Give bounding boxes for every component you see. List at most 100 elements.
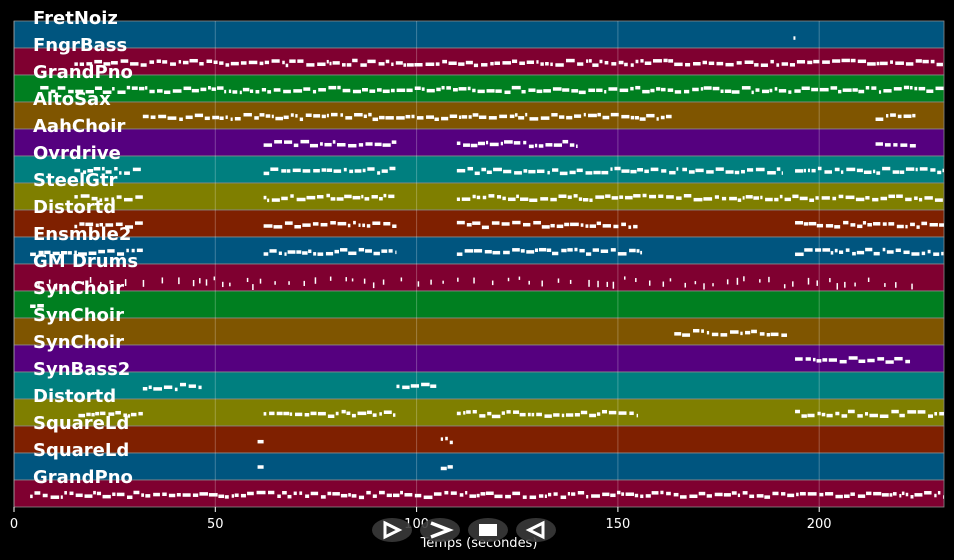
- forward-button[interactable]: [420, 518, 460, 542]
- track-label: GrandPno: [33, 467, 133, 488]
- note: [731, 491, 737, 495]
- note: [857, 494, 866, 498]
- note: [676, 167, 679, 171]
- note: [213, 60, 218, 65]
- note: [662, 281, 665, 287]
- track-lane: [13, 398, 945, 427]
- note: [776, 167, 781, 171]
- note: [185, 115, 193, 120]
- note: [743, 276, 745, 282]
- note: [792, 194, 799, 199]
- note: [812, 357, 816, 362]
- note: [240, 493, 246, 498]
- note: [770, 332, 779, 337]
- note: [512, 491, 521, 496]
- note: [200, 87, 207, 92]
- note: [819, 87, 829, 92]
- note: [621, 492, 625, 496]
- note: [101, 166, 105, 171]
- note: [665, 114, 672, 119]
- note: [801, 414, 807, 418]
- note: [896, 224, 904, 229]
- note: [854, 282, 856, 287]
- note: [456, 252, 463, 256]
- note: [503, 250, 510, 255]
- note: [882, 247, 886, 252]
- note: [378, 115, 385, 120]
- note: [872, 197, 879, 202]
- note: [492, 250, 501, 255]
- note: [269, 249, 277, 253]
- note: [352, 195, 361, 200]
- note: [708, 61, 715, 66]
- note: [669, 278, 672, 282]
- note: [552, 87, 562, 91]
- note: [224, 495, 229, 499]
- note: [629, 411, 634, 416]
- note: [816, 223, 824, 228]
- note: [442, 59, 448, 64]
- note: [693, 62, 701, 66]
- note: [700, 87, 704, 91]
- note: [503, 169, 512, 174]
- note: [711, 332, 719, 337]
- note: [252, 284, 254, 291]
- note: [164, 90, 171, 95]
- note: [776, 63, 780, 67]
- note: [865, 247, 873, 252]
- note: [406, 63, 414, 67]
- note: [383, 410, 392, 414]
- note: [361, 194, 364, 199]
- note: [600, 249, 609, 253]
- note: [574, 247, 578, 252]
- note: [373, 251, 380, 256]
- note: [162, 60, 168, 64]
- note: [239, 90, 242, 95]
- note: [411, 114, 415, 119]
- note: [463, 143, 470, 147]
- note: [365, 142, 373, 146]
- note: [725, 170, 734, 174]
- note: [862, 221, 867, 225]
- stop-button[interactable]: [468, 518, 508, 542]
- note: [520, 249, 525, 253]
- note: [329, 276, 332, 281]
- note: [518, 116, 525, 120]
- note: [715, 167, 724, 171]
- note: [364, 197, 370, 201]
- back-button[interactable]: [516, 518, 556, 542]
- note: [523, 140, 527, 145]
- note: [621, 169, 630, 173]
- note: [396, 88, 406, 93]
- note: [243, 112, 252, 117]
- note: [591, 494, 600, 498]
- note: [522, 495, 527, 499]
- note: [730, 330, 739, 334]
- note: [140, 63, 147, 67]
- note: [914, 493, 923, 497]
- note: [150, 115, 156, 119]
- note: [481, 225, 489, 230]
- note: [456, 141, 461, 146]
- note: [642, 193, 647, 198]
- note: [472, 409, 477, 414]
- track-label: SynChoir: [33, 278, 124, 299]
- note: [939, 223, 944, 227]
- note: [330, 112, 338, 117]
- note: [385, 116, 394, 120]
- note: [480, 492, 486, 496]
- note: [772, 491, 779, 496]
- note: [616, 490, 621, 495]
- note: [644, 61, 652, 65]
- note: [570, 222, 579, 227]
- note: [50, 495, 60, 499]
- note: [499, 114, 508, 119]
- note: [37, 303, 44, 308]
- note: [324, 142, 332, 147]
- note: [100, 281, 102, 286]
- note: [916, 225, 920, 229]
- play-button[interactable]: [372, 518, 412, 542]
- note: [123, 413, 127, 417]
- note: [518, 276, 521, 280]
- note: [485, 491, 494, 496]
